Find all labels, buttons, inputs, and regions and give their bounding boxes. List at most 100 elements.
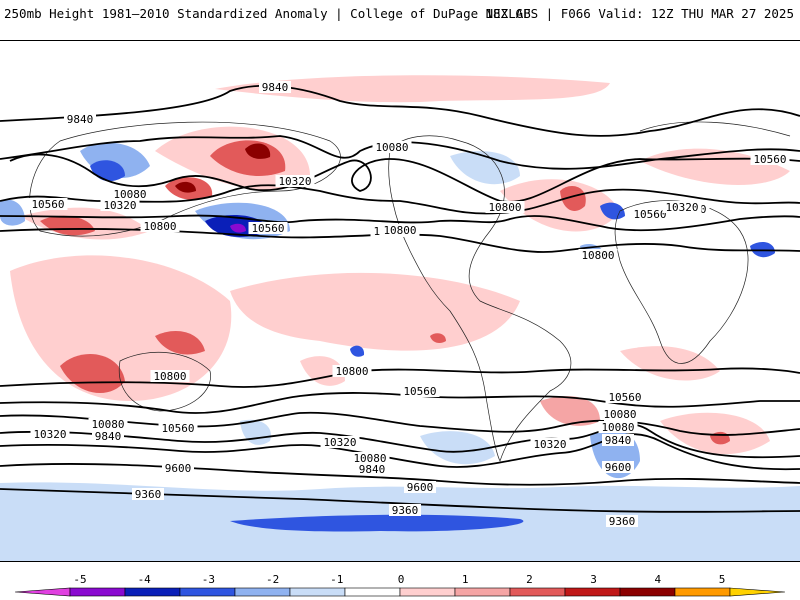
colorbar-segment xyxy=(69,587,126,597)
contour-label: 10320 xyxy=(323,436,356,449)
contour-label: 10560 xyxy=(608,391,641,404)
colorbar-segment xyxy=(14,587,71,597)
anomaly-map: 9840984010080105601032010800105601008010… xyxy=(0,75,800,561)
contour-label: 10560 xyxy=(633,208,666,221)
coastlines xyxy=(29,121,791,462)
colorbar-tick-label: 4 xyxy=(654,573,661,586)
contour-label: 10800 xyxy=(143,220,176,233)
contour-label-bg xyxy=(380,224,420,236)
colorbar-segment xyxy=(179,587,236,597)
contour-label: 10320 xyxy=(665,201,698,214)
colorbar-tick-label: -4 xyxy=(138,573,152,586)
colorbar-tick-label: 5 xyxy=(719,573,726,586)
colorbar-segment xyxy=(454,587,511,597)
contour-label: 10800 xyxy=(153,370,186,383)
contour-label-bg xyxy=(600,408,640,420)
contour-label-bg xyxy=(356,463,388,475)
contour-label: 9600 xyxy=(407,481,434,494)
contour-label-bg xyxy=(602,461,634,473)
contour-label-bg xyxy=(64,113,96,125)
contour-label: 10800 xyxy=(581,249,614,262)
contour-label-bg xyxy=(162,462,194,474)
contour-label: 10560 xyxy=(403,385,436,398)
contour-label-bg xyxy=(350,452,390,464)
contour-label-bg xyxy=(158,422,198,434)
contour-label: 9840 xyxy=(605,434,632,447)
colorbar-segment xyxy=(344,587,401,597)
contour-label: 10800 xyxy=(383,224,416,237)
colorbar-segment xyxy=(509,587,566,597)
colorbar-tick-label: -2 xyxy=(266,573,279,586)
contour-labels: 9840984010080105601032010800105601008010… xyxy=(28,81,790,528)
contour-label-bg xyxy=(30,428,70,440)
contour-label: 10560 xyxy=(31,198,64,211)
contour-label: 9360 xyxy=(135,488,162,501)
contour-label: 10320 xyxy=(533,438,566,451)
map-title: 250mb Height 1981–2010 Standardized Anom… xyxy=(4,6,531,21)
contour-label: 9840 xyxy=(67,113,94,126)
contour-label-bg xyxy=(662,201,702,213)
contour-label-bg xyxy=(598,421,638,433)
contour-label-bg xyxy=(372,141,412,153)
contour-label-bg xyxy=(320,436,360,448)
contour-label-bg xyxy=(28,198,68,210)
model-run-info: 18Z GFS | F066 Valid: 12Z THU MAR 27 202… xyxy=(485,6,794,21)
contour-label: 10080 xyxy=(353,452,386,465)
colorbar-tick-label: -3 xyxy=(202,573,215,586)
contour-label: 10320 xyxy=(278,175,311,188)
contour-label: 9600 xyxy=(165,462,192,475)
contour-label: 10560 xyxy=(753,153,786,166)
contour-label: 9840 xyxy=(359,463,386,476)
contour-label-bg xyxy=(606,515,638,527)
contour-label: 10800 xyxy=(488,201,521,214)
contour-label-bg xyxy=(332,365,372,377)
colorbar-tick-label: -1 xyxy=(330,573,343,586)
colorbar-segment xyxy=(729,587,786,597)
contour-label-bg xyxy=(602,434,634,446)
contour-label-bg xyxy=(92,430,124,442)
contour-label-bg xyxy=(389,504,421,516)
colorbar-segment xyxy=(674,587,731,597)
contour-label-bg xyxy=(485,201,525,213)
colorbar-tick-label: 2 xyxy=(526,573,533,586)
header: 250mb Height 1981–2010 Standardized Anom… xyxy=(0,0,800,30)
contour-label: 10080 xyxy=(375,141,408,154)
contour-label-bg xyxy=(404,481,436,493)
contour-label-bg xyxy=(400,385,440,397)
contour-label-bg xyxy=(578,249,618,261)
colorbar-segment xyxy=(234,587,291,597)
contour-label: 9360 xyxy=(609,515,636,528)
contour-label: 10560 xyxy=(161,422,194,435)
contour-label-bg xyxy=(605,391,645,403)
contour-label: 10320 xyxy=(103,199,136,212)
contour-label-bg xyxy=(132,488,164,500)
contour-label: 10080 xyxy=(603,408,636,421)
contour-label: 10080 xyxy=(91,418,124,431)
colorbar-segment xyxy=(564,587,621,597)
contour-label: 10080 xyxy=(113,188,146,201)
contour-label: 9360 xyxy=(392,504,419,517)
colorbar-tick-label: -5 xyxy=(73,573,86,586)
contour-label: 9840 xyxy=(95,430,122,443)
contour-label: 10800 xyxy=(335,365,368,378)
contour-label-bg xyxy=(248,222,288,234)
colorbar-segment xyxy=(619,587,676,597)
contour-label: 10320 xyxy=(33,428,66,441)
contour-label-bg xyxy=(88,418,128,430)
contour-label-bg xyxy=(140,220,180,232)
contour-label-bg xyxy=(259,81,291,93)
colorbar-segment xyxy=(124,587,181,597)
contour-label: 10080 xyxy=(601,421,634,434)
contour-label-bg xyxy=(630,208,670,220)
colorbar-segment xyxy=(289,587,346,597)
contour-label: 10560 xyxy=(251,222,284,235)
contour-label: 9840 xyxy=(262,81,289,94)
contour-label-bg xyxy=(100,199,140,211)
contour-label-bg xyxy=(110,188,150,200)
colorbar-tick-label: 0 xyxy=(398,573,405,586)
map-panel: 9840 9840 10080 10560 10320 10800 10560 10080 10… xyxy=(0,40,800,562)
contour-label: 9600 xyxy=(605,461,632,474)
anomaly-colorbar: -5 -4 -3 -2 -1 0 1 2 3 4 5 xyxy=(14,573,786,597)
colorbar-tick-label: 1 xyxy=(462,573,469,586)
contour-label-bg xyxy=(750,153,790,165)
